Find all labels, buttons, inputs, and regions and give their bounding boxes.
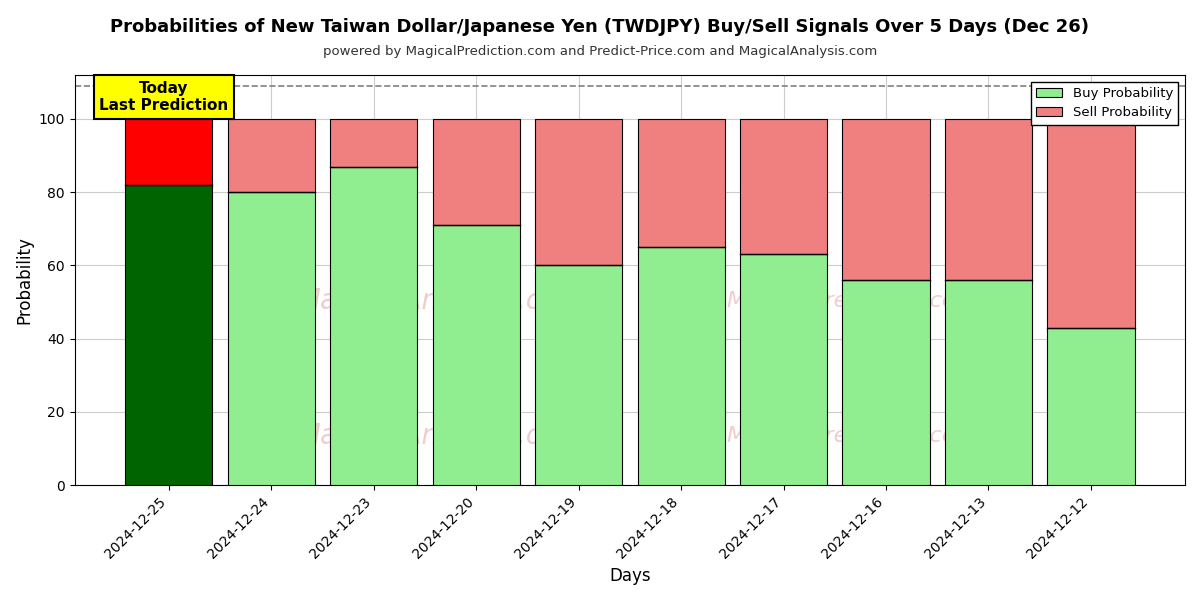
- Bar: [432, 119, 520, 225]
- Text: Today
Last Prediction: Today Last Prediction: [98, 81, 228, 113]
- Text: MagicalPrediction.com: MagicalPrediction.com: [726, 426, 978, 446]
- Bar: [330, 167, 418, 485]
- Bar: [228, 119, 314, 192]
- X-axis label: Days: Days: [610, 567, 650, 585]
- Bar: [228, 192, 314, 485]
- Y-axis label: Probability: Probability: [16, 236, 34, 324]
- Bar: [1048, 119, 1134, 328]
- Bar: [637, 119, 725, 247]
- Bar: [637, 247, 725, 485]
- Bar: [842, 119, 930, 280]
- Bar: [432, 225, 520, 485]
- Bar: [535, 265, 622, 485]
- Bar: [535, 119, 622, 265]
- Bar: [125, 119, 212, 185]
- Text: powered by MagicalPrediction.com and Predict-Price.com and MagicalAnalysis.com: powered by MagicalPrediction.com and Pre…: [323, 45, 877, 58]
- Bar: [944, 280, 1032, 485]
- Bar: [944, 119, 1032, 280]
- Bar: [1048, 328, 1134, 485]
- Bar: [330, 119, 418, 167]
- Text: MagicalAnalysis.com: MagicalAnalysis.com: [296, 287, 586, 314]
- Bar: [125, 185, 212, 485]
- Text: Probabilities of New Taiwan Dollar/Japanese Yen (TWDJPY) Buy/Sell Signals Over 5: Probabilities of New Taiwan Dollar/Japan…: [110, 18, 1090, 36]
- Bar: [740, 119, 827, 254]
- Bar: [842, 280, 930, 485]
- Legend: Buy Probability, Sell Probability: Buy Probability, Sell Probability: [1031, 82, 1178, 125]
- Text: MagicalAnalysis.com: MagicalAnalysis.com: [296, 422, 586, 450]
- Text: MagicalPrediction.com: MagicalPrediction.com: [726, 290, 978, 311]
- Bar: [740, 254, 827, 485]
